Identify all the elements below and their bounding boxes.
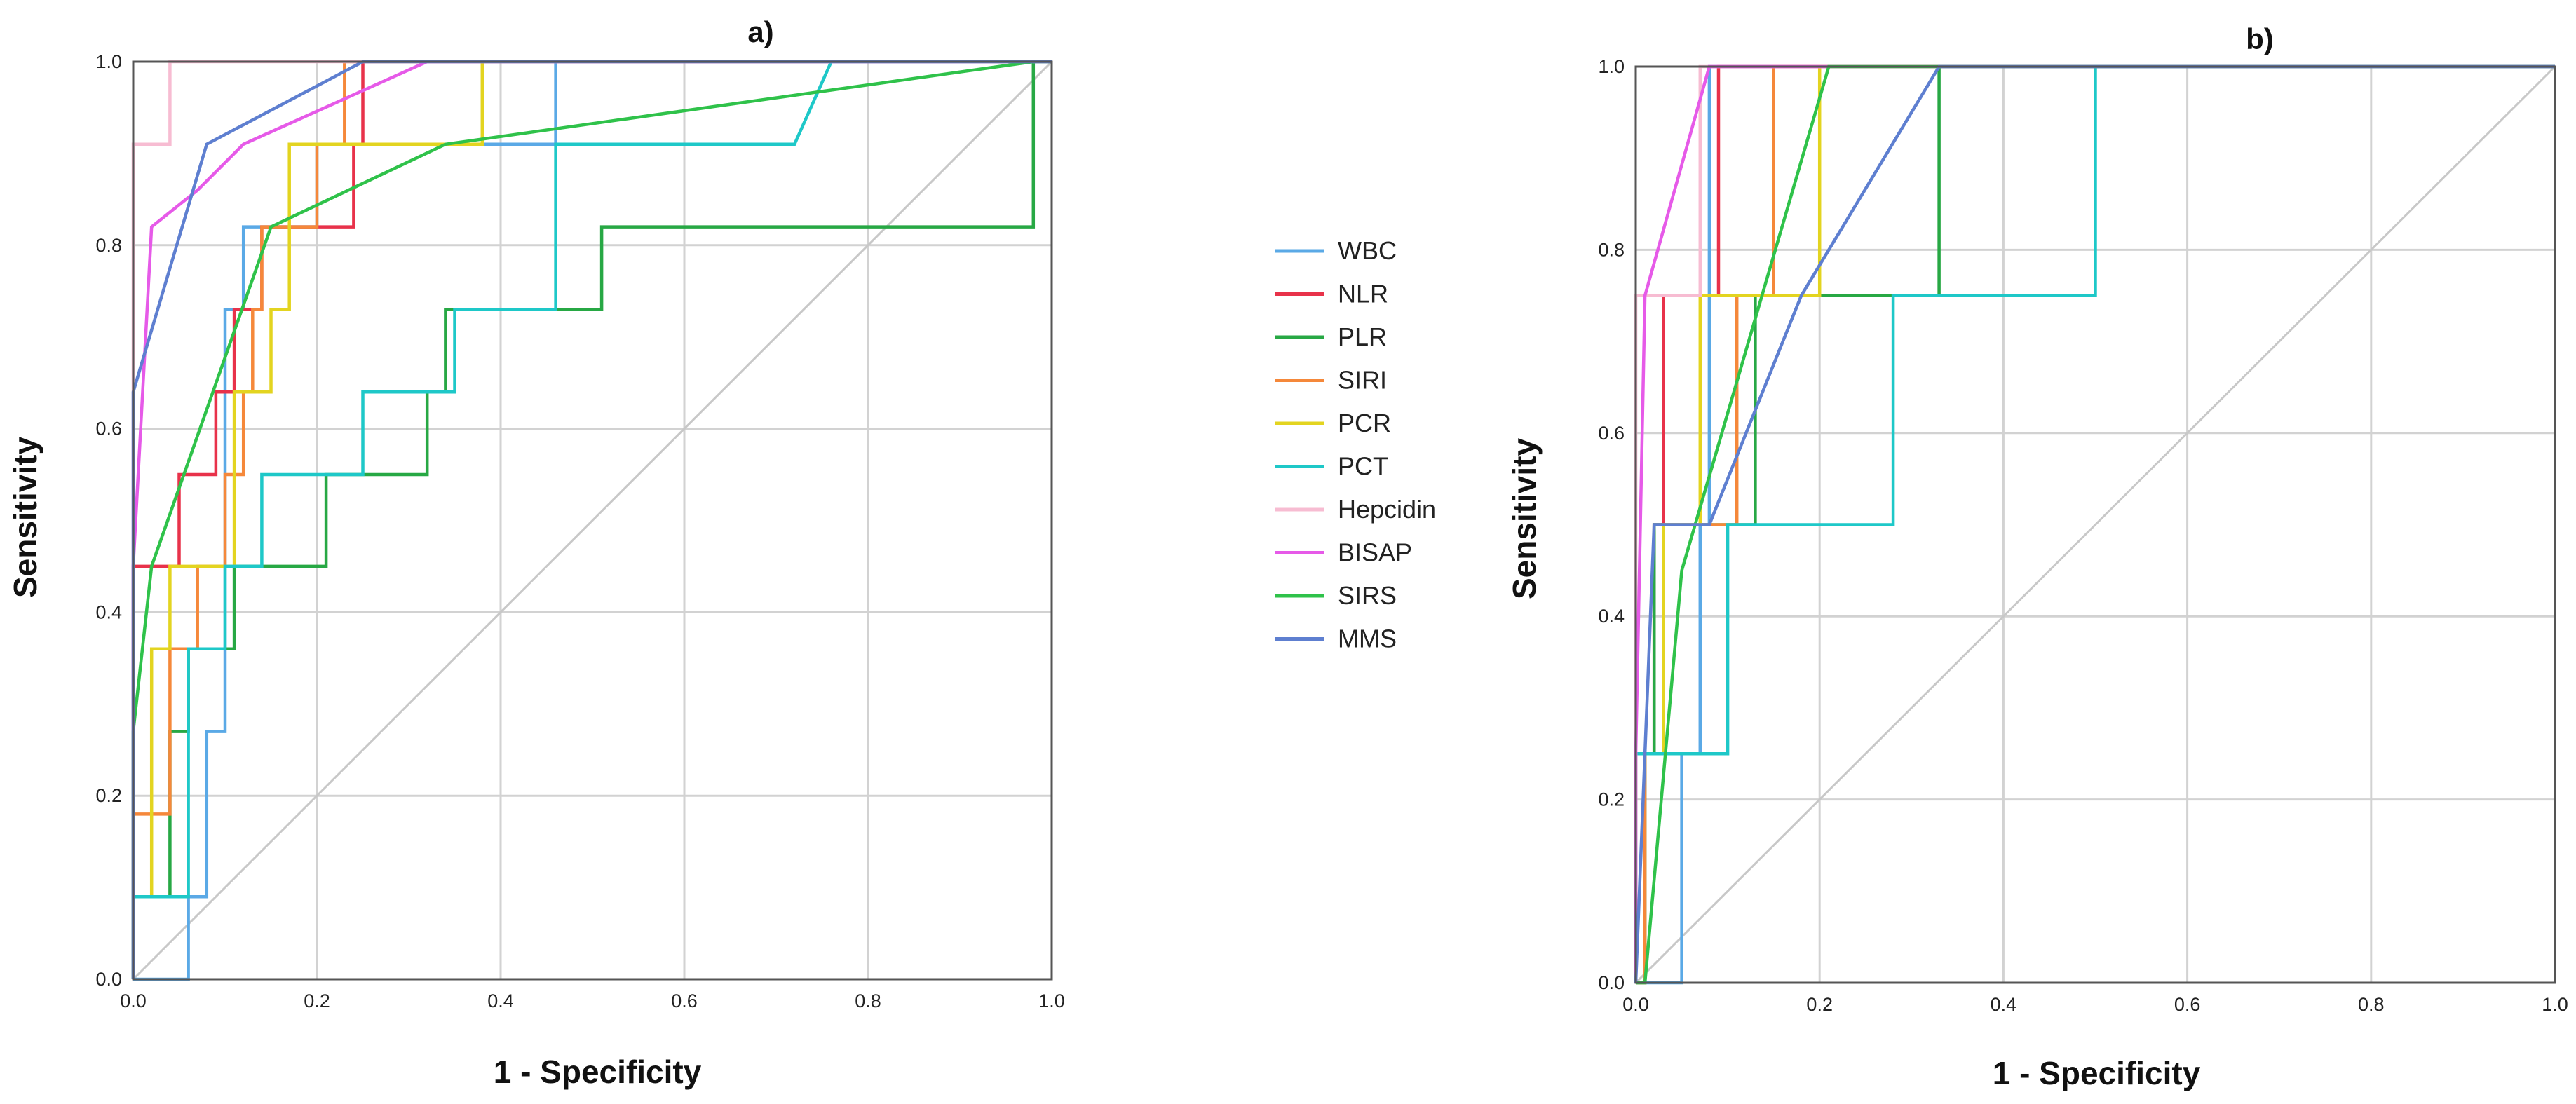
panel-a-plot-frame — [132, 60, 1053, 981]
panel-b-title: b) — [2246, 22, 2274, 55]
panel-b-y-tick-label: 0.8 — [1598, 239, 1625, 260]
legend-label-pcr: PCR — [1338, 409, 1391, 437]
legend-label-nlr: NLR — [1338, 280, 1388, 308]
panel-a-y-tick-label: 0.8 — [95, 235, 122, 256]
panel-b-x-ticks: 0.0 0.2 0.4 0.6 0.8 1.0 — [1622, 994, 2568, 1015]
panel-a-diagonal-reference — [132, 60, 1053, 981]
panel-b-x-tick-label: 0.2 — [1806, 994, 1833, 1015]
panel-a-x-tick-label: 1.0 — [1038, 990, 1065, 1011]
legend-label-pct: PCT — [1338, 452, 1388, 481]
panel-a-y-tick-label: 0.6 — [95, 418, 122, 439]
legend-label-hepcidin: Hepcidin — [1338, 495, 1436, 524]
panel-b-y-ticks: 0.0 0.2 0.4 0.6 0.8 1.0 — [1598, 56, 1625, 993]
panel-b-y-axis-title: Sensitivity — [1506, 438, 1543, 600]
panel-b-y-tick-label: 0.0 — [1598, 972, 1625, 993]
panel-b-x-axis-title: 1 - Specificity — [1993, 1055, 2201, 1091]
panel-a-reference-line — [132, 60, 1053, 981]
panel-a-frame — [132, 60, 1053, 981]
panel-a-y-axis-title: Sensitivity — [7, 437, 43, 599]
panel-b-frame — [1634, 65, 2556, 984]
legend-label-sirs: SIRS — [1338, 581, 1397, 610]
panel-b-x-tick-label: 0.4 — [1991, 994, 2017, 1015]
panel-b-x-tick-label: 0.0 — [1622, 994, 1649, 1015]
panel-a-y-tick-label: 0.2 — [95, 785, 122, 806]
legend-label-siri: SIRI — [1338, 366, 1387, 395]
panel-a-y-tick-label: 0.0 — [95, 969, 122, 990]
panel-b-x-tick-label: 0.8 — [2358, 994, 2385, 1015]
panel-b-x-tick-label: 1.0 — [2542, 994, 2568, 1015]
panel-a-x-axis-title: 1 - Specificity — [494, 1054, 702, 1090]
panel-a-title: a) — [747, 15, 773, 48]
panel-a-y-ticks: 0.0 0.2 0.4 0.6 0.8 1.0 — [95, 51, 122, 990]
panel-b-reference-line — [1634, 65, 2556, 984]
panel-a: 0.0 0.2 0.4 0.6 0.8 1.0 0.0 0.2 0.4 0.6 0.8 1.0 a)… — [7, 15, 1065, 1090]
panel-a-x-tick-label: 0.0 — [120, 990, 147, 1011]
legend-label-wbc: WBC — [1338, 236, 1397, 265]
panel-b-diagonal-reference — [1634, 65, 2556, 984]
panel-b-y-tick-label: 0.2 — [1598, 789, 1625, 810]
panel-a-x-tick-label: 0.6 — [671, 990, 698, 1011]
panel-a-x-tick-label: 0.2 — [304, 990, 330, 1011]
legend-label-plr: PLR — [1338, 322, 1387, 351]
panel-a-x-tick-label: 0.4 — [487, 990, 514, 1011]
panel-b-y-tick-label: 0.4 — [1598, 606, 1625, 627]
panel-b-y-tick-label: 1.0 — [1598, 56, 1625, 77]
legend: WBC NLR PLR SIRI PCR PCT Hepcidin BISAP SIRS MMS — [1275, 236, 1436, 653]
panel-a-y-tick-label: 0.4 — [95, 601, 122, 622]
panel-a-x-ticks: 0.0 0.2 0.4 0.6 0.8 1.0 — [120, 990, 1065, 1011]
legend-label-bisap: BISAP — [1338, 538, 1412, 567]
panel-b-y-tick-label: 0.6 — [1598, 423, 1625, 444]
panel-a-series-pcr — [131, 60, 1052, 979]
panel-b-series-pct — [1634, 64, 2555, 983]
panel-a-grid — [132, 60, 1053, 981]
panel-a-series-pct — [131, 60, 1052, 979]
panel-b-plot-frame — [1634, 65, 2556, 984]
panel-a-y-tick-label: 1.0 — [95, 51, 122, 72]
panel-b: 0.0 0.2 0.4 0.6 0.8 1.0 0.0 0.2 0.4 0.6 0.8 1.0 b)… — [1506, 22, 2568, 1091]
panel-b-x-tick-label: 0.6 — [2174, 994, 2201, 1015]
legend-label-mms: MMS — [1338, 625, 1397, 653]
panel-a-x-tick-label: 0.8 — [855, 990, 881, 1011]
